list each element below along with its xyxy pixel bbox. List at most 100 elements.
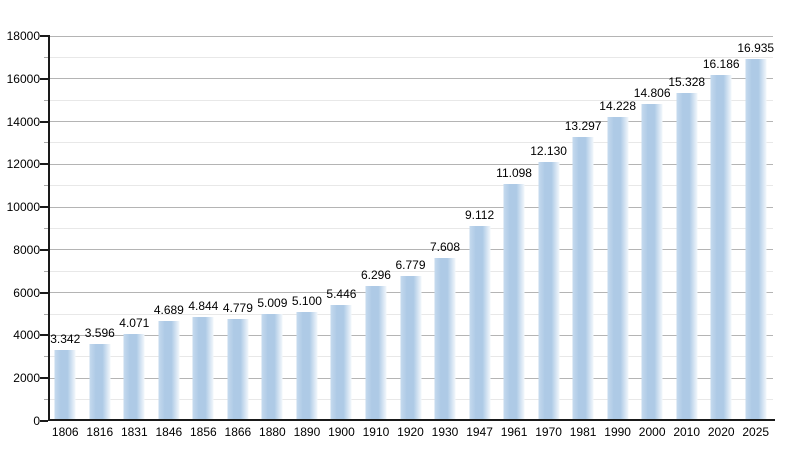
y-axis-minor-tick — [44, 142, 48, 144]
bar-slot: 4.689 — [154, 36, 184, 421]
bar-value-label: 4.779 — [222, 300, 253, 315]
bar-slot: 13.297 — [565, 36, 601, 421]
bar — [365, 286, 387, 421]
y-axis-tick — [40, 248, 48, 251]
plot-area: 3.342 3.596 4.071 4.689 4.844 4.779 5.009 5.100… — [40, 35, 774, 422]
bar-slot: 16.186 — [703, 36, 740, 421]
bar — [89, 344, 111, 421]
gridline-minor — [48, 142, 773, 144]
bar — [330, 304, 352, 421]
y-tick-label: 2000 — [13, 371, 40, 386]
y-axis-line — [48, 35, 50, 421]
bar-slot: 12.130 — [530, 36, 567, 421]
bar-value-label: 3.596 — [84, 326, 115, 341]
bar-slot: 9.112 — [465, 36, 494, 421]
y-axis-tick — [40, 120, 48, 123]
bar — [710, 74, 732, 421]
gridline-major — [48, 35, 773, 37]
x-tick-label: 1890 — [293, 425, 321, 439]
bar-slot: 14.806 — [634, 36, 671, 421]
bar — [538, 161, 560, 421]
x-tick-label: 1831 — [120, 425, 148, 439]
bar-value-label: 14.806 — [633, 86, 671, 101]
x-tick-label: 1930 — [431, 425, 459, 439]
gridline-minor — [48, 99, 773, 101]
y-axis-minor-tick — [44, 228, 48, 229]
gridline-minor — [48, 270, 773, 272]
y-axis-minor-tick — [44, 399, 48, 401]
bar-slot: 5.446 — [326, 36, 356, 421]
gridline-minor — [48, 56, 773, 58]
x-tick-label: 1880 — [259, 425, 286, 439]
y-axis-tick — [40, 35, 48, 37]
bar-slot: 3.596 — [85, 36, 115, 421]
bar-slot: 6.779 — [395, 36, 426, 421]
y-tick-label: 6000 — [13, 285, 40, 300]
y-axis-tick — [40, 163, 48, 166]
gridline-minor — [48, 185, 773, 187]
bar-slot: 5.100 — [292, 36, 322, 421]
bar-value-label: 15.328 — [668, 75, 706, 90]
bar-slot: 16.935 — [737, 36, 774, 421]
bar-slot: 11.098 — [496, 36, 532, 421]
x-tick-label: 1970 — [535, 425, 562, 439]
y-tick-label: 18000 — [6, 29, 40, 43]
bar — [745, 58, 767, 421]
x-tick-label: 1920 — [397, 425, 424, 439]
y-tick-label: 0 — [33, 414, 40, 428]
y-tick-label: 14000 — [6, 114, 40, 129]
bar-value-label: 16.186 — [702, 56, 740, 71]
bar — [296, 311, 318, 421]
bar-value-label: 11.098 — [496, 165, 532, 180]
bar-value-label: 3.342 — [50, 331, 81, 346]
bar-slot: 7.608 — [430, 36, 460, 421]
x-axis-labels: 1806 1816 1831 1846 1856 1866 1880 1890 1900 1910… — [48, 425, 773, 441]
y-axis-tick — [40, 291, 48, 294]
x-tick-label: 2020 — [707, 425, 735, 439]
bar-slot: 4.779 — [223, 36, 253, 421]
x-tick-label: 1947 — [466, 425, 493, 439]
gridline-major — [48, 78, 773, 80]
y-tick-label: 12000 — [6, 157, 40, 172]
y-axis-labels: 0 2000 4000 6000 8000 10000 12000 14000 16000 180… — [0, 30, 40, 427]
bar-value-label: 12.130 — [530, 143, 567, 158]
bar — [227, 318, 249, 421]
y-tick-label: 4000 — [13, 328, 40, 343]
bar-slot: 4.071 — [119, 36, 149, 421]
x-tick-label: 1990 — [604, 425, 631, 439]
bar-value-label: 4.844 — [188, 299, 219, 314]
bar — [607, 116, 629, 421]
gridline-major — [48, 163, 773, 165]
bar — [469, 226, 491, 421]
bar-slot: 3.342 — [50, 36, 80, 421]
bar-slot: 14.228 — [599, 36, 636, 421]
bar — [261, 313, 283, 421]
gridline-major — [48, 206, 773, 208]
bar-value-label: 9.112 — [464, 208, 495, 223]
bar-value-label: 5.446 — [326, 286, 357, 301]
x-tick-label: 1866 — [224, 425, 252, 439]
bar — [158, 320, 180, 421]
gridline-major — [48, 249, 773, 251]
bar-value-label: 6.779 — [395, 258, 426, 273]
x-tick-label: 1846 — [155, 425, 183, 439]
x-tick-label: 1856 — [189, 425, 217, 439]
bar-value-label: 4.689 — [153, 302, 184, 317]
y-axis-tick — [40, 77, 48, 80]
bar-value-label: 13.297 — [564, 118, 602, 133]
y-axis-minor-tick — [44, 99, 48, 101]
bar — [641, 104, 663, 421]
x-tick-label: 2000 — [638, 425, 666, 439]
bar-value-label: 6.296 — [360, 268, 391, 283]
bar-value-label: 14.228 — [599, 98, 636, 113]
x-tick-label: 1910 — [362, 425, 390, 439]
bar — [503, 183, 525, 421]
bar — [434, 258, 456, 421]
bar-value-label: 5.009 — [257, 295, 288, 310]
bar-slot: 15.328 — [668, 36, 705, 421]
gridline-minor — [48, 228, 773, 229]
x-tick-label: 1806 — [51, 425, 79, 439]
y-axis-minor-tick — [44, 185, 48, 187]
x-tick-label: 2025 — [742, 425, 770, 439]
y-tick-label: 8000 — [13, 242, 40, 257]
